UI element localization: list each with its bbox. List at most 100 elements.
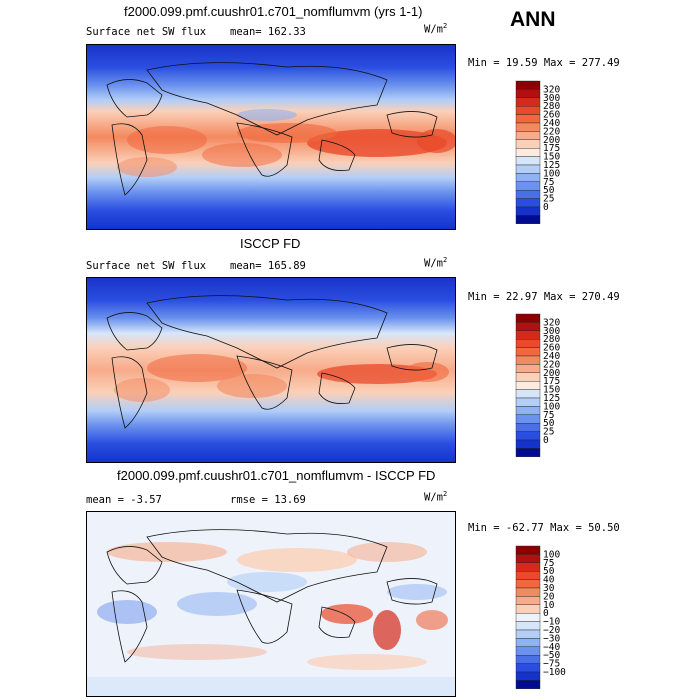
colorbar-tick-label: 75 <box>543 558 554 569</box>
panel3-rmse: rmse = 13.69 <box>230 494 306 506</box>
colorbar-tick-label: 0 <box>543 608 549 619</box>
panel3-map <box>86 511 456 697</box>
colorbar-box <box>515 646 541 656</box>
colorbar-tick-label: 100 <box>543 549 560 560</box>
colorbar-tick-label: 200 <box>543 135 560 146</box>
colorbar-tick-label: 220 <box>543 359 560 370</box>
colorbar-box <box>515 654 541 664</box>
colorbar-tick-label: −10 <box>543 617 560 628</box>
colorbar-box <box>515 173 541 183</box>
colorbar-tick-label: 220 <box>543 126 560 137</box>
colorbar-tick-label: 75 <box>543 410 554 421</box>
colorbar-box <box>515 414 541 424</box>
colorbar-box <box>515 638 541 648</box>
colorbar-tick-label: −20 <box>543 625 560 636</box>
colorbar-tick-label: 150 <box>543 385 560 396</box>
panel2-minmax: Min = 22.97 Max = 270.49 <box>468 291 620 303</box>
colorbar-box <box>515 596 541 606</box>
colorbar-box <box>515 147 541 157</box>
colorbar-box <box>515 663 541 673</box>
colorbar-box <box>515 347 541 357</box>
colorbar-tick-label: 30 <box>543 583 555 594</box>
colorbar-box <box>515 554 541 563</box>
panel1-colorbar: 320 300 280 260 240 220 200 175 150 125 100 75 50 25 0 <box>515 80 596 226</box>
panel3-map-image <box>87 512 455 696</box>
colorbar-tick-label: 125 <box>543 393 560 404</box>
panel1-title: f2000.099.pmf.cuushr01.c701_nomflumvm (y… <box>124 4 423 19</box>
colorbar-tick-label: 40 <box>543 575 555 586</box>
colorbar-tick-label: 50 <box>543 185 555 196</box>
colorbar-box <box>515 448 541 457</box>
colorbar-box <box>515 545 541 555</box>
colorbar-tick-label: 50 <box>543 566 555 577</box>
colorbar-box <box>515 156 541 166</box>
panel1-map-image <box>87 45 455 229</box>
colorbar-box <box>515 215 541 224</box>
colorbar-tick-label: 50 <box>543 418 555 429</box>
panel3-minmax: Min = -62.77 Max = 50.50 <box>468 522 620 534</box>
season-label: ANN <box>510 8 556 31</box>
colorbar-tick-label: 125 <box>543 160 560 171</box>
colorbar-tick-label: 280 <box>543 334 560 345</box>
colorbar-box <box>515 198 541 208</box>
colorbar-tick-label: −75 <box>543 659 560 670</box>
colorbar-box <box>515 680 541 689</box>
colorbar-tick-label: 10 <box>543 600 555 611</box>
colorbar-tick-label: 260 <box>543 110 560 121</box>
colorbar-tick-label: 25 <box>543 194 554 205</box>
panel2-field-label: Surface net SW flux <box>86 260 207 272</box>
colorbar-box <box>515 587 541 597</box>
colorbar-tick-label: −100 <box>543 667 566 678</box>
colorbar-box <box>515 389 541 399</box>
colorbar-tick-label: 175 <box>543 376 560 387</box>
colorbar-tick-label: 0 <box>543 435 549 446</box>
colorbar-tick-label: −40 <box>543 642 560 653</box>
colorbar-box <box>515 380 541 390</box>
panel2-mean: mean= 165.89 <box>230 260 306 272</box>
colorbar-box <box>515 131 541 141</box>
colorbar-tick-label: −30 <box>543 633 560 644</box>
colorbar-tick-label: 300 <box>543 326 560 337</box>
colorbar-box <box>515 330 541 340</box>
panel1-map <box>86 44 456 230</box>
panel2-title: ISCCP FD <box>240 236 301 251</box>
colorbar-box <box>515 579 541 589</box>
colorbar-box <box>515 164 541 174</box>
colorbar-tick-label: 150 <box>543 152 560 163</box>
colorbar-box <box>515 604 541 614</box>
colorbar-box <box>515 80 541 90</box>
panel2-colorbar: 320 300 280 260 240 220 200 175 150 125 100 75 50 25 0 <box>515 313 596 459</box>
panel3-mean: mean = -3.57 <box>86 494 162 506</box>
panel2-map <box>86 277 456 463</box>
colorbar-box <box>515 671 541 681</box>
colorbar-box <box>515 139 541 149</box>
colorbar-tick-label: 280 <box>543 101 560 112</box>
panel1-minmax: Min = 19.59 Max = 277.49 <box>468 57 620 69</box>
colorbar-box <box>515 621 541 631</box>
colorbar-box <box>515 122 541 132</box>
colorbar-tick-label: 100 <box>543 168 560 179</box>
colorbar-box <box>515 114 541 124</box>
colorbar-box <box>515 189 541 199</box>
colorbar-box <box>515 364 541 374</box>
panel1-field-label: Surface net SW flux <box>86 26 207 38</box>
colorbar-tick-label: 20 <box>543 591 555 602</box>
colorbar-box <box>515 97 541 107</box>
colorbar-tick-label: 200 <box>543 368 560 379</box>
colorbar-tick-label: −50 <box>543 650 560 661</box>
colorbar-tick-label: 300 <box>543 93 560 104</box>
colorbar-box <box>515 612 541 622</box>
colorbar-tick-label: 320 <box>543 317 560 328</box>
colorbar-tick-label: 175 <box>543 143 560 154</box>
colorbar-tick-label: 25 <box>543 427 554 438</box>
colorbar-tick-label: 100 <box>543 401 560 412</box>
colorbar-box <box>515 406 541 416</box>
colorbar-tick-label: 240 <box>543 118 560 129</box>
panel3-colorbar: 100 75 50 40 30 20 10 0 −10 −20 −30 −40 −50 −75 −100 <box>515 545 596 691</box>
colorbar-box <box>515 106 541 115</box>
colorbar-box <box>515 439 541 449</box>
colorbar-box <box>515 571 541 580</box>
colorbar-box <box>515 562 541 572</box>
